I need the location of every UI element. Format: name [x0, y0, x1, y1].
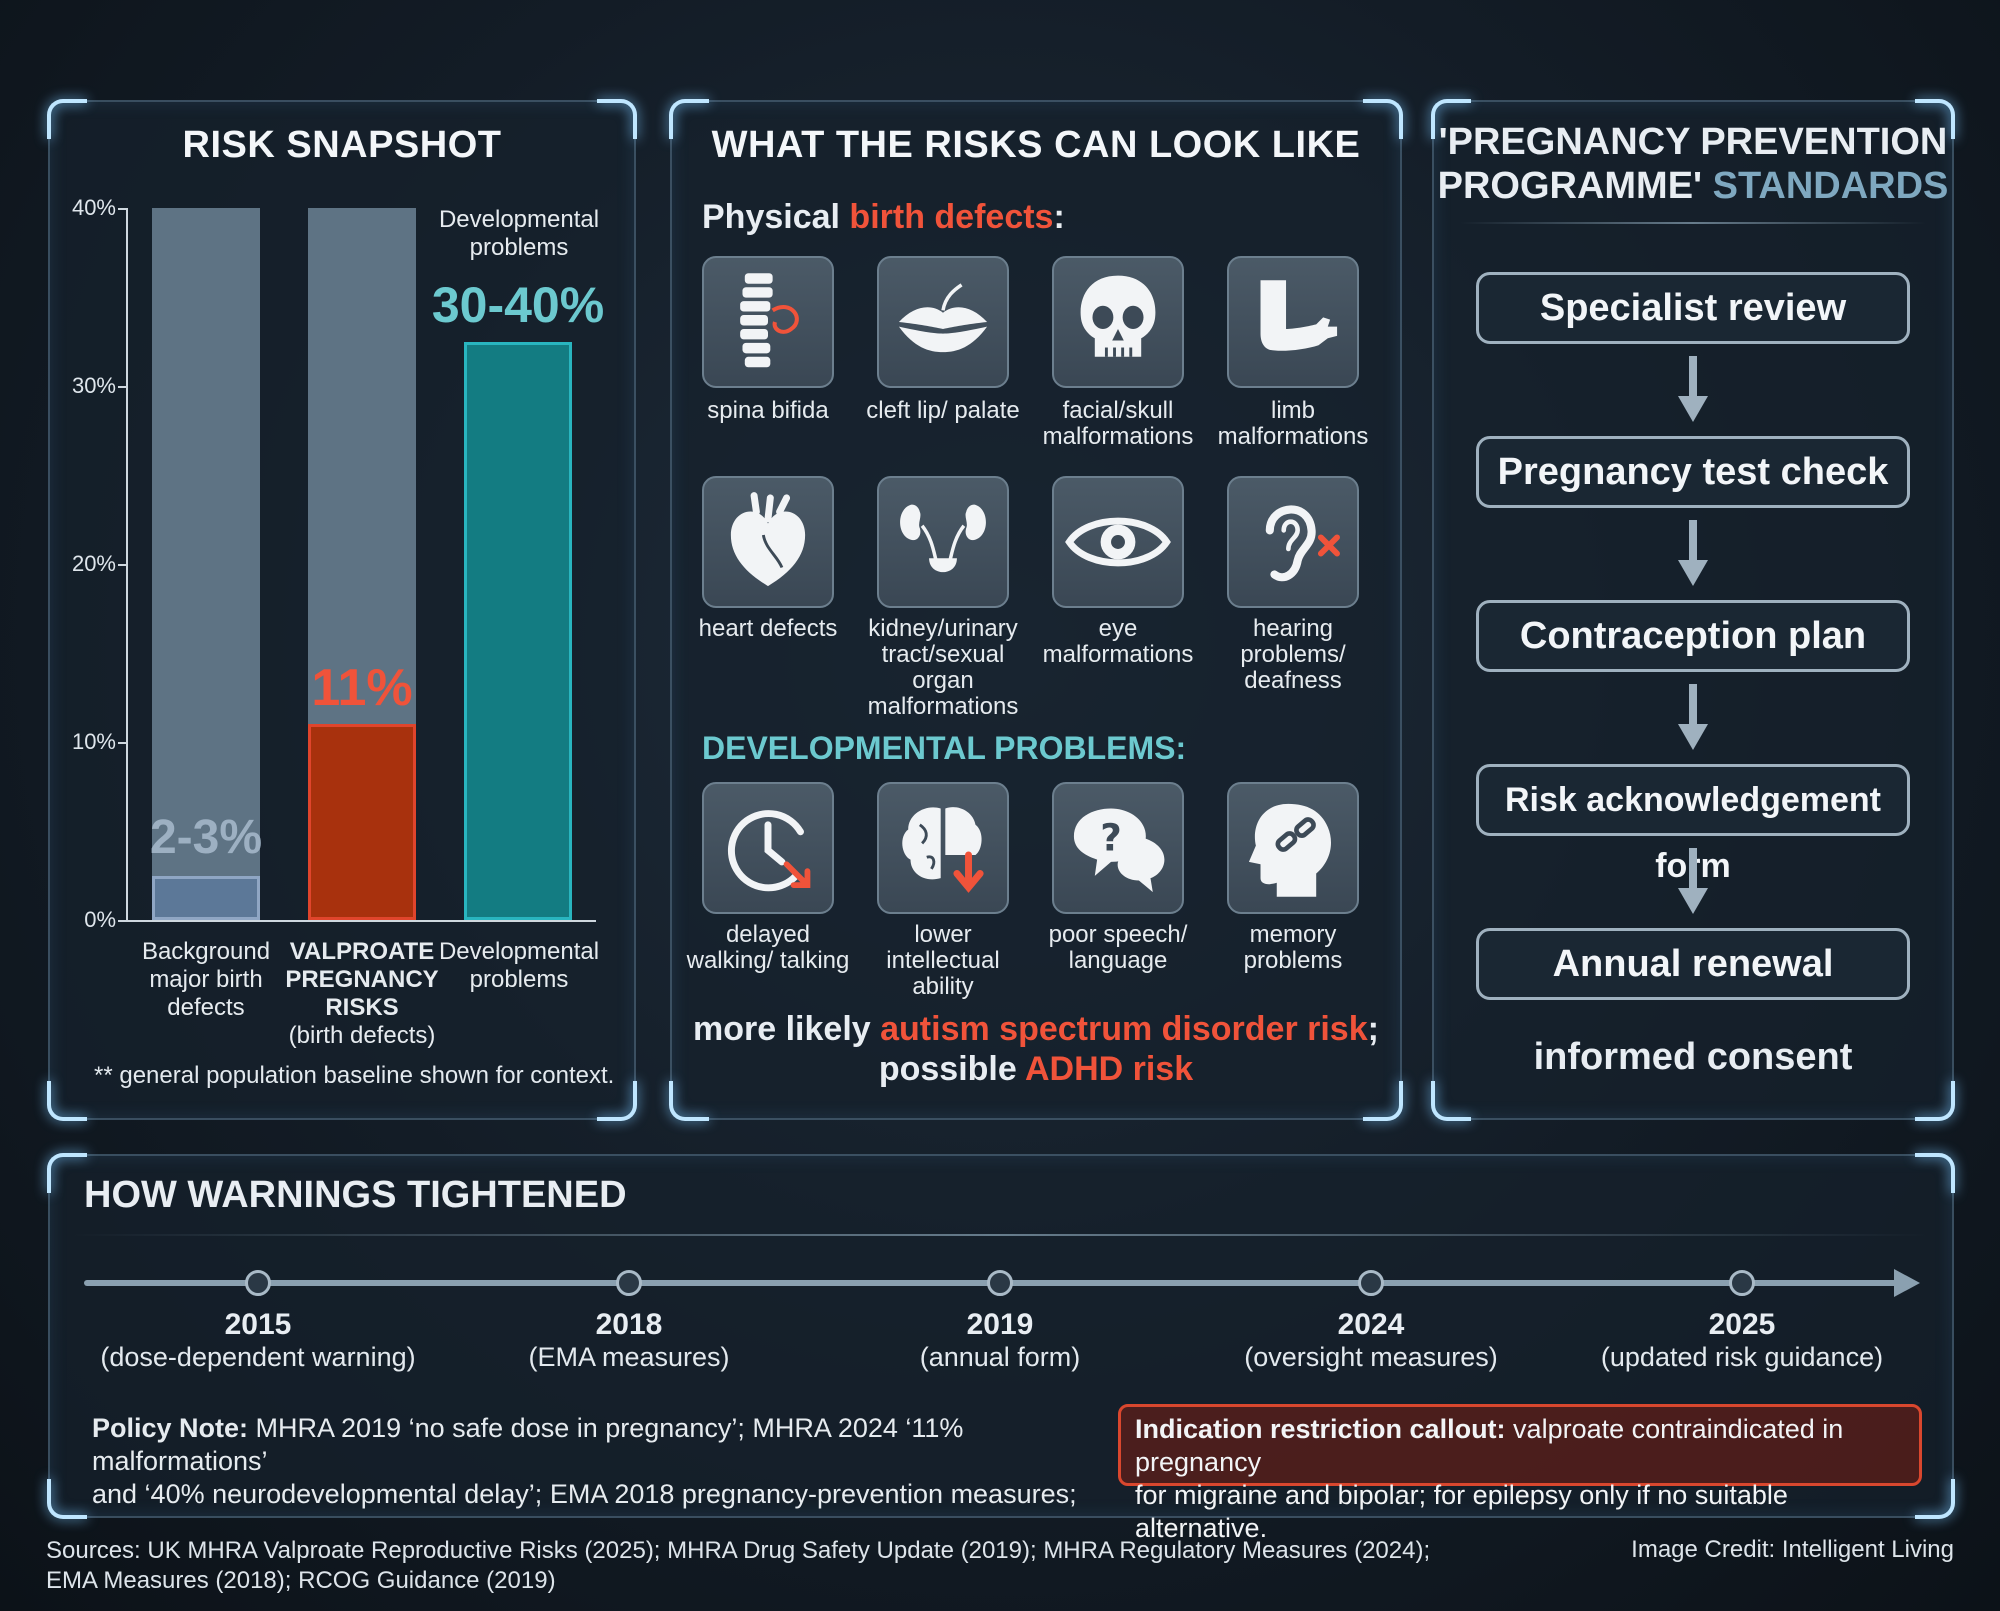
brain-icon — [877, 782, 1009, 914]
memory-icon — [1227, 782, 1359, 914]
bar-valproate — [308, 724, 416, 920]
informed-consent: informed consent — [1533, 1036, 1853, 1078]
step-specialist-review: Specialist review — [1476, 272, 1910, 344]
caption-cleft-lip: cleft lip/ palate — [866, 397, 1020, 424]
step-annual-renewal: Annual renewal — [1476, 928, 1910, 1000]
arrow-down-icon — [1678, 356, 1708, 422]
timeline-title: HOW WARNINGS TIGHTENED — [84, 1174, 627, 1216]
timeline-year-2025: 2025 — [1708, 1308, 1776, 1341]
caption-spina-bifida: spina bifida — [707, 397, 829, 424]
lips-icon — [877, 256, 1009, 388]
timeline-title-divider — [70, 1234, 1930, 1236]
chart-footnote: ** general population baseline shown for… — [94, 1062, 615, 1089]
caption-delayed-walking: delayed walking/ talking — [686, 921, 850, 974]
svg-text:?: ? — [1100, 816, 1122, 859]
ppp-title-divider — [1460, 222, 1926, 224]
x-label-developmental: Developmental problems — [438, 938, 600, 993]
x-label-baseline: Background major birth defects — [141, 938, 271, 1021]
arrow-down-icon — [1678, 848, 1708, 914]
arrow-down-icon — [1678, 520, 1708, 586]
y-tick-mark — [118, 564, 128, 566]
caption-facial-skull: facial/skull malformations — [1042, 397, 1194, 450]
timeline-node-2024 — [1358, 1270, 1384, 1296]
timeline-desc-2025: (updated risk guidance) — [1600, 1342, 1884, 1372]
timeline-desc-2018: (EMA measures) — [528, 1342, 730, 1372]
timeline-node-2019 — [987, 1270, 1013, 1296]
x-axis-line — [126, 920, 596, 922]
sources: Sources: UK MHRA Valproate Reproductive … — [46, 1537, 1431, 1594]
heart-icon — [702, 476, 834, 608]
clock-icon — [702, 782, 834, 914]
caption-eye: eye malformations — [1042, 615, 1194, 668]
timeline-year-2024: 2024 — [1337, 1308, 1405, 1341]
x-label-valproate: VALPROATE PREGNANCY RISKS (birth defects… — [285, 938, 439, 1049]
eye-icon — [1052, 476, 1184, 608]
developmental-top-label: Developmental problems — [438, 206, 600, 261]
y-tick-label: 30% — [71, 373, 116, 398]
caption-poor-speech: poor speech/ language — [1048, 921, 1188, 974]
y-tick-mark — [118, 742, 128, 744]
physical-defects-heading: Physical birth defects: — [702, 198, 1065, 236]
image-credit: Image Credit: Intelligent Living — [1631, 1536, 1954, 1563]
ppp-title: 'PREGNANCY PREVENTION PROGRAMME' STANDAR… — [1437, 121, 1949, 207]
timeline-node-2025 — [1729, 1270, 1755, 1296]
speech-icon: ? — [1052, 782, 1184, 914]
policy-note: Policy Note: MHRA 2019 ‘no safe dose in … — [92, 1413, 1077, 1509]
risks-title: WHAT THE RISKS CAN LOOK LIKE — [711, 124, 1361, 166]
step-risk-acknowledgement: Risk acknowledgement form — [1476, 764, 1910, 885]
adhd-risk-line: possible ADHD risk — [878, 1050, 1194, 1088]
caption-ear: hearing problems/ deafness — [1240, 615, 1346, 694]
timeline-year-2018: 2018 — [595, 1308, 663, 1341]
bar-baseline — [152, 875, 260, 920]
timeline-desc-2015: (dose-dependent warning) — [100, 1342, 416, 1372]
bar-value-baseline: 2-3% — [149, 810, 263, 864]
step-pregnancy-test: Pregnancy test check — [1476, 436, 1910, 508]
timeline-arrowhead-icon — [1894, 1269, 1920, 1297]
timeline-node-2018 — [616, 1270, 642, 1296]
timeline-desc-2019: (annual form) — [919, 1342, 1081, 1372]
timeline-year-2019: 2019 — [966, 1308, 1034, 1341]
caption-memory: memory problems — [1243, 921, 1343, 974]
indication-callout: Indication restriction callout: valproat… — [1118, 1404, 1922, 1543]
y-tick-mark — [118, 920, 128, 922]
y-tick-mark — [118, 208, 128, 210]
bar-developmental — [464, 341, 572, 920]
spine-icon — [702, 256, 834, 388]
timeline-node-2015 — [245, 1270, 271, 1296]
skull-icon — [1052, 256, 1184, 388]
step-contraception-plan: Contraception plan — [1476, 600, 1910, 672]
kidney-icon — [877, 476, 1009, 608]
arm-icon — [1227, 256, 1359, 388]
y-tick-label: 0% — [84, 907, 116, 932]
y-tick-mark — [118, 386, 128, 388]
caption-heart: heart defects — [698, 615, 838, 642]
ear-icon — [1227, 476, 1359, 608]
risk-snapshot-title: RISK SNAPSHOT — [182, 124, 502, 166]
caption-kidney: kidney/urinary tract/sexual organ malfor… — [867, 615, 1019, 720]
caption-lower-intellectual: lower intellectual ability — [886, 921, 1000, 1000]
y-tick-label: 10% — [71, 729, 116, 754]
timeline-desc-2024: (oversight measures) — [1244, 1342, 1498, 1372]
bar-value-developmental: 30-40% — [431, 276, 605, 333]
developmental-heading: DEVELOPMENTAL PROBLEMS: — [702, 730, 1187, 766]
bar-value-valproate: 11% — [311, 659, 413, 718]
bar-track-baseline — [152, 208, 260, 920]
timeline-year-2015: 2015 — [224, 1308, 292, 1341]
caption-limb: limb malformations — [1217, 397, 1369, 450]
y-tick-label: 20% — [71, 551, 116, 576]
y-tick-label: 40% — [71, 195, 116, 220]
arrow-down-icon — [1678, 684, 1708, 750]
autism-risk-line: more likely autism spectrum disorder ris… — [693, 1010, 1379, 1048]
